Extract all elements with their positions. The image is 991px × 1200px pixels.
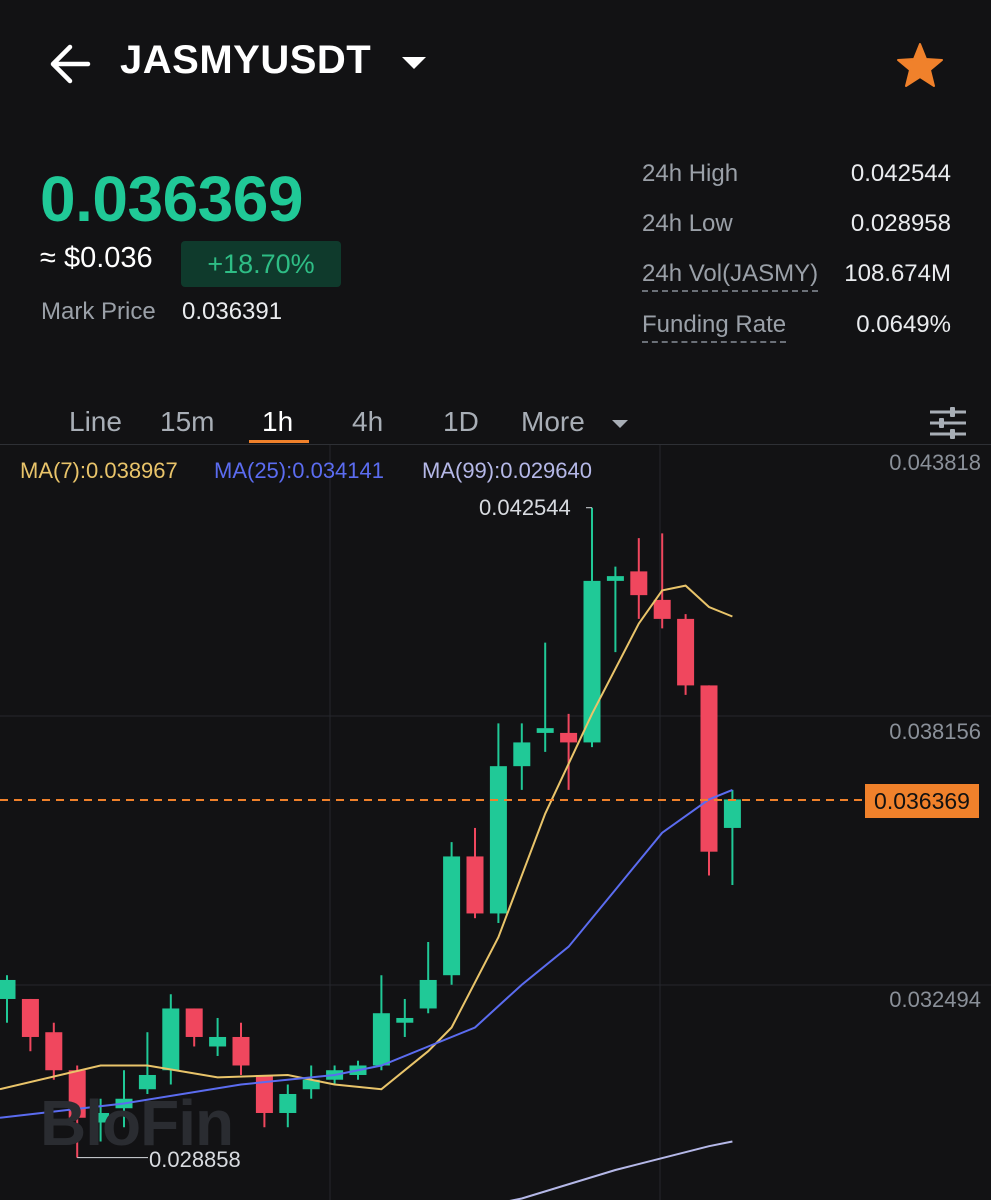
tab-line[interactable]: Line [69, 406, 122, 437]
candle-up [513, 742, 531, 767]
exchange-watermark: BloFin [40, 1087, 234, 1159]
candle-up [209, 1036, 227, 1047]
stat-label-24h-high: 24h High [642, 160, 739, 187]
extreme-leader-lines [77, 507, 592, 1159]
y-axis-tick-label: 0.043818 [889, 450, 981, 475]
ma25-legend: MA(25):0.034141 [214, 458, 384, 483]
mark-price-label: Mark Price [41, 298, 156, 325]
candle-down [630, 571, 648, 596]
current-price-tag: 0.036369 [865, 784, 979, 818]
sliders-icon[interactable] [928, 404, 968, 442]
candle-up [419, 979, 437, 1009]
stat-value-24h-volume: 108.674M [844, 260, 951, 287]
symbol-title[interactable]: JASMYUSDT [120, 38, 372, 82]
tabs-divider [0, 444, 991, 445]
candle-up [489, 766, 507, 914]
candlestick-chart[interactable] [0, 445, 991, 1200]
candle-up [0, 979, 16, 999]
ma7-legend: MA(7):0.038967 [20, 458, 178, 483]
candle-down [653, 599, 671, 619]
candle-up [723, 799, 741, 828]
star-icon[interactable] [896, 42, 944, 88]
back-arrow-icon[interactable] [48, 42, 94, 86]
low-price-label: 0.028858 [149, 1147, 241, 1172]
tab-1d[interactable]: 1D [443, 406, 479, 437]
candle-down [255, 1074, 273, 1113]
candle-up [583, 580, 601, 743]
y-axis-tick-label: 0.038156 [889, 719, 981, 744]
stat-value-24h-high: 0.042544 [850, 160, 951, 187]
ma99-legend: MA(99):0.029640 [422, 458, 592, 483]
candle-down [68, 1070, 86, 1118]
candle-down [560, 732, 578, 743]
candle-up [302, 1079, 320, 1090]
candles-group [0, 507, 741, 1158]
ma7-line [0, 584, 733, 1091]
y-axis-tick-label: 0.032494 [889, 987, 981, 1012]
stat-label-24h-volume[interactable]: 24h Vol(JASMY) [642, 260, 819, 292]
stat-label-24h-low: 24h Low [642, 210, 733, 237]
last-price: 0.036369 [40, 163, 303, 235]
candle-up [396, 1017, 414, 1023]
candle-down [45, 1032, 63, 1071]
tab-more[interactable]: More [521, 406, 585, 437]
candle-up [279, 1093, 297, 1113]
moving-average-lines [0, 584, 733, 1200]
candle-down [466, 856, 484, 914]
chevron-down-icon[interactable] [610, 418, 630, 430]
usd-approx-price: ≈ $0.036 [40, 242, 153, 274]
candle-up [138, 1074, 156, 1090]
chevron-down-icon[interactable] [400, 54, 428, 72]
tab-4h[interactable]: 4h [352, 406, 384, 437]
tab-15m[interactable]: 15m [160, 406, 215, 437]
candle-up [536, 728, 554, 733]
stat-value-funding-rate: 0.0649% [856, 311, 951, 338]
candle-up [92, 1112, 110, 1123]
ma25-line [0, 788, 733, 1119]
candle-down [700, 685, 718, 852]
candle-up [372, 1013, 390, 1066]
candle-down [185, 1008, 203, 1037]
stat-value-24h-low: 0.028958 [850, 210, 951, 237]
candle-up [443, 856, 461, 976]
candle-down [21, 998, 39, 1037]
candle-down [232, 1036, 250, 1066]
mark-price-value: 0.036391 [182, 298, 283, 325]
high-price-label: 0.042544 [479, 495, 571, 520]
tab-1h[interactable]: 1h [262, 406, 294, 437]
candle-up [606, 576, 624, 581]
change-percent-badge: +18.70% [181, 241, 341, 287]
candle-down [677, 618, 695, 686]
active-tab-indicator [249, 440, 309, 443]
stat-label-funding-rate[interactable]: Funding Rate [642, 311, 787, 343]
candle-up [162, 1008, 180, 1071]
ma99-line [509, 1140, 733, 1200]
